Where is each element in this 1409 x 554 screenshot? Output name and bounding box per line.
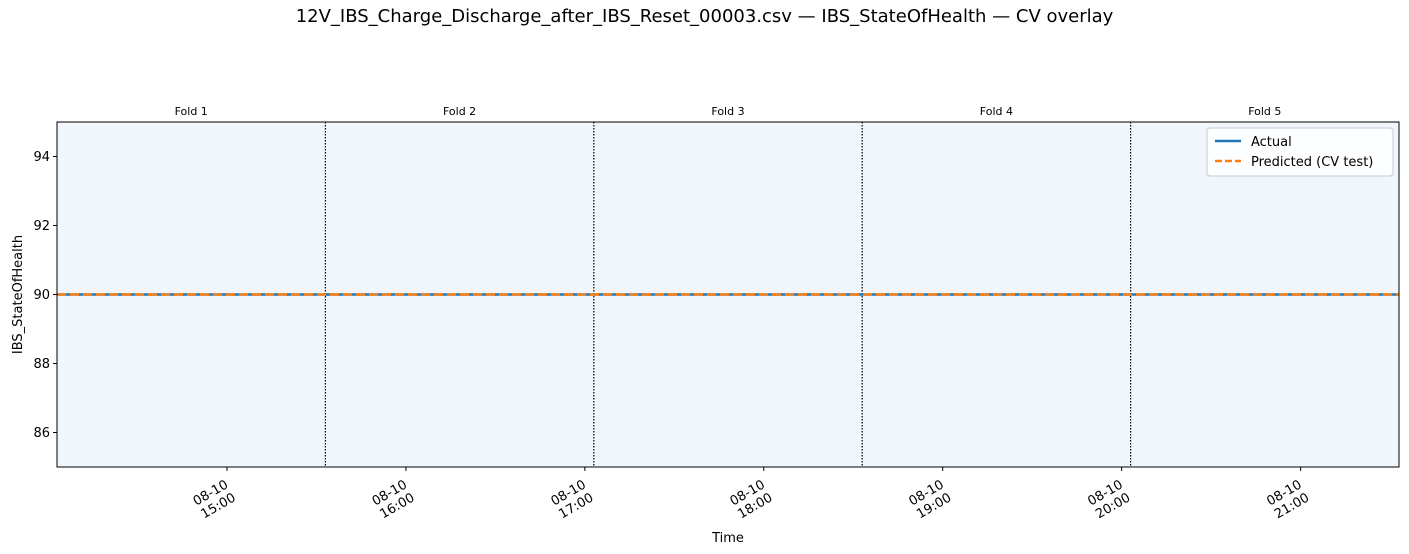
- fold-label-2: Fold 2: [443, 105, 476, 118]
- x-axis-label: Time: [711, 531, 744, 546]
- x-tick-label: 08-1017:00: [549, 477, 597, 522]
- legend-box: [1206, 127, 1394, 177]
- y-tick-label: 90: [33, 288, 50, 303]
- fold-label-1: Fold 1: [175, 105, 208, 118]
- x-tick-label: 08-1018:00: [728, 477, 776, 522]
- x-tick-label: 08-1015:00: [191, 477, 239, 522]
- fold-label-4: Fold 4: [980, 105, 1013, 118]
- x-tick-label: 08-1021:00: [1264, 477, 1312, 522]
- y-tick-label: 86: [33, 426, 50, 441]
- fold-label-3: Fold 3: [711, 105, 744, 118]
- legend-entry-2: Predicted (CV test): [1251, 155, 1373, 170]
- x-tick-label: 08-1019:00: [907, 477, 955, 522]
- y-tick-label: 94: [33, 150, 50, 165]
- y-axis-label: IBS_StateOfHealth: [11, 235, 26, 354]
- chart-title: 12V_IBS_Charge_Discharge_after_IBS_Reset…: [295, 6, 1114, 27]
- x-tick-label: 08-1016:00: [370, 477, 418, 522]
- x-tick-label: 08-1020:00: [1085, 477, 1133, 522]
- fold-label-5: Fold 5: [1248, 105, 1281, 118]
- y-tick-label: 92: [33, 219, 50, 234]
- legend-entry-1: Actual: [1251, 135, 1292, 150]
- y-tick-label: 88: [33, 357, 50, 372]
